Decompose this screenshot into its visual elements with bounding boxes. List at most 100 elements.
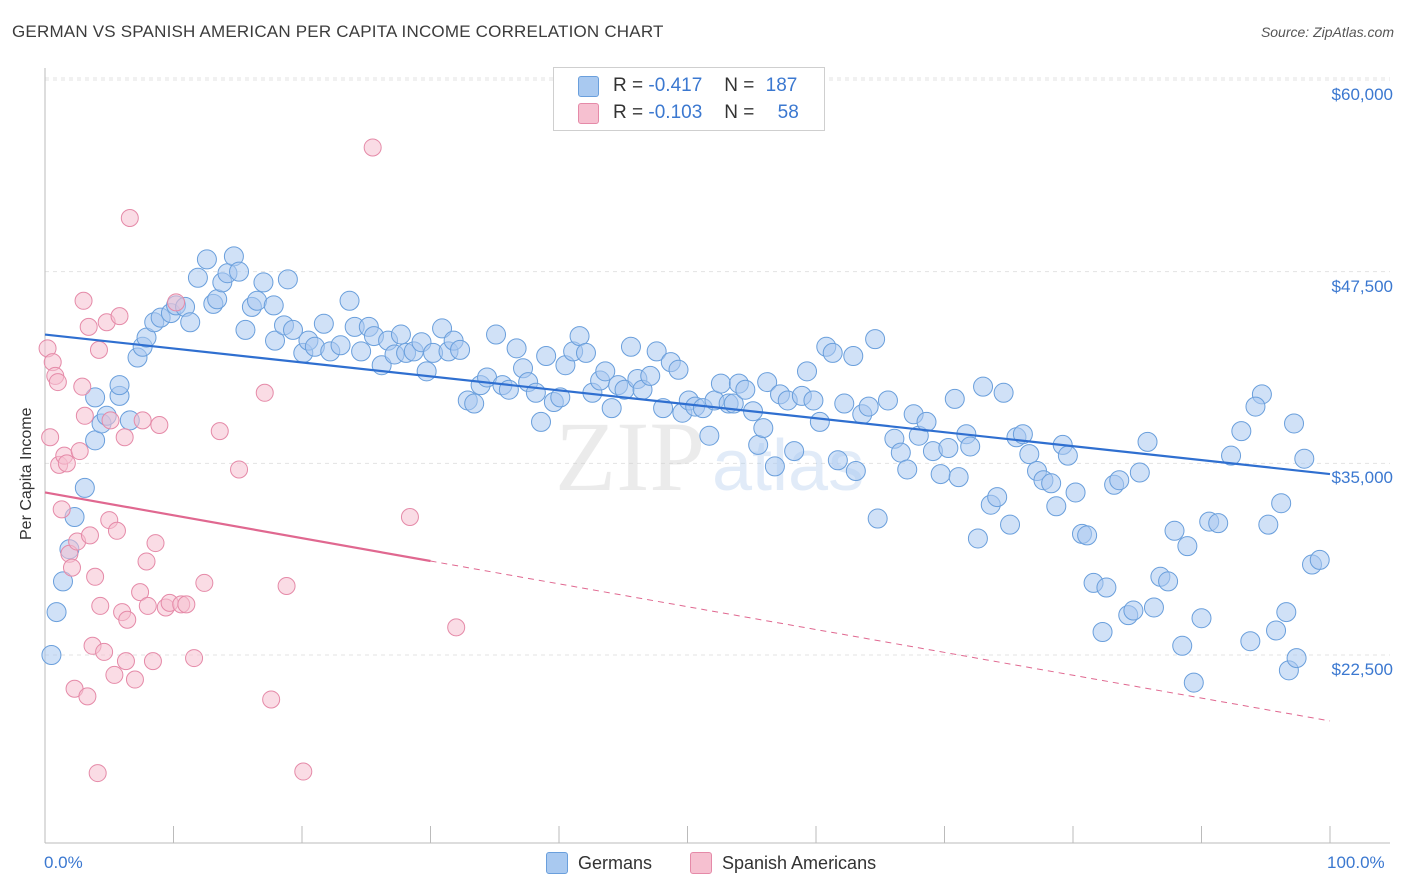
chart-title: GERMAN VS SPANISH AMERICAN PER CAPITA IN… — [12, 22, 664, 41]
german-point — [1065, 482, 1086, 503]
german-point — [1129, 462, 1150, 483]
legend-r-label: R = — [613, 75, 644, 96]
german-point — [85, 430, 106, 451]
spanish-point — [230, 460, 249, 479]
german-point — [1258, 514, 1279, 535]
german-point — [1177, 536, 1198, 557]
spanish-point — [120, 209, 139, 227]
german-point — [1191, 608, 1212, 629]
y-tick-label: $60,000 — [1331, 85, 1393, 104]
german-point — [827, 450, 848, 471]
german-point — [710, 373, 731, 394]
german-point — [531, 411, 552, 432]
german-point — [601, 398, 622, 419]
german-point — [1041, 473, 1062, 494]
german-point — [1172, 635, 1193, 656]
german-point — [764, 456, 785, 477]
spanish-point — [74, 291, 93, 310]
spanish-point — [88, 764, 107, 783]
german-point — [668, 359, 689, 380]
german-point — [229, 261, 250, 282]
german-point — [330, 335, 351, 356]
legend-row-germans: R = -0.417 N = 187 — [578, 74, 797, 98]
y-tick-label: $47,500 — [1331, 276, 1393, 296]
german-point — [993, 382, 1014, 403]
spanish-point — [110, 307, 129, 326]
german-point — [1231, 421, 1252, 442]
spanish-point — [91, 596, 110, 615]
legend-swatch-germans — [578, 75, 599, 97]
german-point — [748, 434, 769, 455]
spanish-point — [118, 610, 137, 629]
spanish-point — [400, 508, 419, 526]
legend-n-value: 187 — [765, 75, 798, 96]
spanish-point — [294, 762, 313, 781]
german-point — [1143, 597, 1164, 618]
spanish-point — [137, 552, 156, 571]
spanish-point — [138, 596, 157, 615]
german-point — [973, 376, 994, 397]
german-point — [180, 312, 201, 333]
german-point — [575, 342, 596, 363]
german-point — [858, 396, 879, 417]
spanish-point — [105, 665, 124, 684]
german-point — [432, 318, 453, 339]
legend-r-value: -0.417 — [648, 75, 703, 96]
spanish-point — [262, 690, 281, 709]
german-point — [464, 393, 485, 414]
german-point — [845, 461, 866, 481]
german-point — [351, 341, 372, 362]
spanish-point — [185, 649, 204, 668]
legend-r-value: -0.103 — [648, 102, 703, 123]
german-point — [897, 459, 918, 480]
spanish-point — [86, 567, 105, 586]
german-point — [797, 361, 818, 382]
german-point — [450, 339, 471, 360]
german-point — [843, 346, 864, 366]
german-point — [187, 267, 208, 288]
german-point — [416, 361, 437, 382]
watermark: ZIP atlas — [555, 401, 864, 512]
german-point — [620, 336, 641, 357]
german-point — [865, 329, 886, 350]
bottom-legend-germans: Germans — [546, 852, 652, 874]
german-point — [196, 249, 217, 270]
german-point — [1158, 571, 1179, 592]
german-point — [1276, 602, 1297, 623]
german-point — [1309, 549, 1330, 570]
german-point — [1286, 648, 1307, 669]
legend-r-label: R = — [613, 102, 644, 123]
spanish-point — [78, 687, 97, 706]
bottom-swatch-spanish — [690, 852, 712, 874]
german-point — [1245, 396, 1266, 417]
german-point — [834, 393, 855, 414]
german-point — [987, 487, 1008, 508]
german-point — [595, 361, 616, 382]
spanish-point — [70, 442, 89, 461]
german-point — [1092, 622, 1113, 642]
german-point — [699, 425, 720, 446]
spanish-point — [146, 534, 165, 553]
german-point — [784, 441, 805, 462]
german-point — [339, 290, 360, 311]
german-point — [938, 438, 959, 458]
spanish-point — [95, 642, 114, 661]
spanish-point — [116, 652, 135, 671]
german-point — [207, 289, 228, 310]
german-point — [646, 341, 667, 362]
spanish-point — [255, 383, 274, 402]
german-point — [877, 390, 898, 411]
spanish-point — [131, 583, 150, 602]
spanish-point — [80, 526, 99, 545]
german-point — [263, 295, 284, 316]
german-point — [1294, 448, 1315, 469]
german-point — [46, 602, 67, 623]
german-trend-line — [44, 333, 1331, 476]
german-point — [1240, 631, 1261, 652]
german-point — [930, 464, 951, 485]
spanish-point — [73, 377, 92, 396]
spanish-trend-line — [44, 491, 431, 563]
spanish-point — [447, 618, 466, 637]
german-point — [753, 418, 774, 439]
